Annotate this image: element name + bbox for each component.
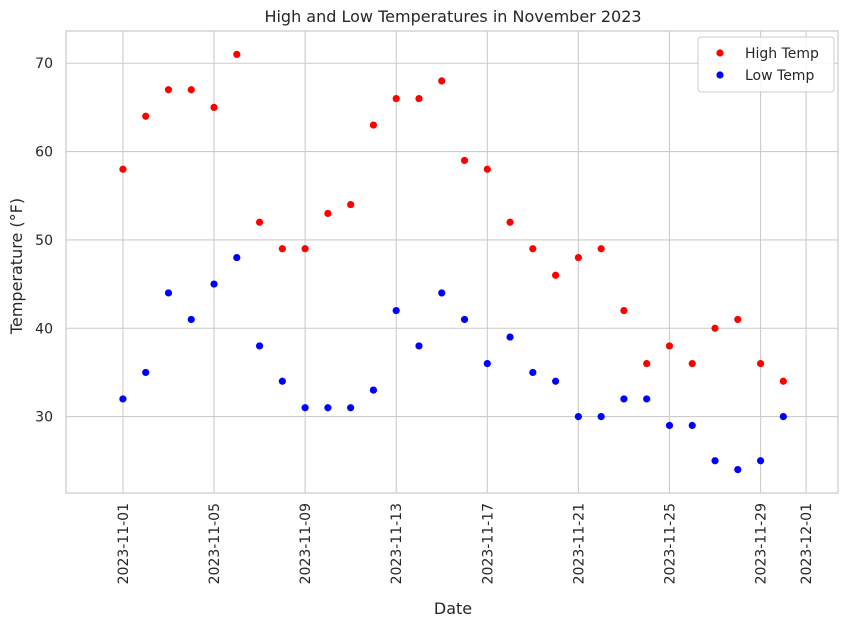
- data-point: [369, 386, 378, 394]
- data-point: [278, 377, 286, 385]
- data-point: [369, 121, 378, 129]
- data-point: [119, 165, 127, 173]
- y-tick-labels: 30 40 50 60 70: [35, 56, 53, 425]
- data-point: [574, 412, 582, 421]
- x-tick-label: 2023-11-17: [480, 503, 496, 584]
- data-point: [142, 112, 150, 120]
- data-point: [415, 342, 423, 350]
- data-point: [506, 218, 514, 226]
- legend-label-high-temp: High Temp: [745, 46, 819, 62]
- data-point: [529, 245, 537, 253]
- x-tick-label: 2023-11-05: [207, 503, 223, 584]
- data-point: [142, 368, 150, 377]
- y-tick-label: 70: [35, 56, 53, 72]
- data-point: [529, 368, 537, 377]
- data-point: [460, 315, 469, 324]
- x-axis-label: Date: [434, 599, 472, 618]
- x-tick-label: 2023-11-25: [662, 503, 678, 584]
- x-tick-label: 2023-11-13: [389, 503, 405, 584]
- data-point: [574, 253, 582, 262]
- data-point: [779, 377, 787, 385]
- data-point: [756, 359, 765, 368]
- x-tick-label: 2023-12-01: [799, 503, 815, 584]
- data-point: [552, 271, 560, 279]
- data-point: [438, 289, 446, 297]
- data-point: [597, 245, 605, 253]
- data-point: [438, 77, 446, 85]
- data-point: [301, 404, 309, 412]
- data-point: [597, 412, 605, 421]
- data-point: [460, 156, 469, 165]
- data-point: [164, 289, 173, 297]
- y-tick-label: 40: [35, 321, 53, 337]
- chart-title: High and Low Temperatures in November 20…: [264, 7, 641, 26]
- data-point: [324, 404, 332, 412]
- data-points: [119, 50, 787, 474]
- y-axis-label: Temperature (°F): [7, 198, 26, 335]
- data-point: [324, 209, 332, 218]
- data-point: [688, 359, 696, 368]
- data-point: [210, 103, 218, 112]
- data-point: [620, 306, 628, 315]
- data-point: [734, 465, 742, 474]
- data-point: [711, 324, 719, 332]
- data-point: [187, 315, 195, 324]
- legend-box: [697, 36, 835, 93]
- data-point: [506, 333, 514, 341]
- x-tick-label: 2023-11-09: [298, 503, 314, 584]
- y-tick-label: 30: [35, 410, 53, 426]
- series-high-temp: [119, 50, 787, 385]
- data-point: [164, 86, 173, 94]
- x-tick-label: 2023-11-21: [571, 503, 587, 584]
- x-tick-labels: 2023-11-01 2023-11-05 2023-11-09 2023-11-13…: [116, 503, 815, 584]
- data-point: [255, 218, 264, 226]
- legend: High Temp Low Temp: [697, 36, 835, 93]
- data-point: [643, 395, 651, 403]
- data-point: [392, 306, 400, 315]
- data-point: [620, 395, 628, 403]
- data-point: [233, 253, 241, 262]
- plot-area: [66, 31, 838, 493]
- data-point: [347, 200, 355, 209]
- y-tick-label: 60: [35, 145, 53, 161]
- y-tick-label: 50: [35, 233, 53, 249]
- data-point: [711, 457, 719, 465]
- data-point: [734, 315, 742, 324]
- data-point: [779, 412, 787, 421]
- legend-label-low-temp: Low Temp: [745, 68, 814, 84]
- data-point: [756, 457, 765, 465]
- series-low-temp: [119, 253, 787, 474]
- data-point: [187, 86, 195, 94]
- x-tick-label: 2023-11-01: [116, 503, 132, 584]
- data-point: [392, 94, 400, 103]
- legend-marker-low-temp: [716, 71, 724, 79]
- data-point: [415, 94, 423, 103]
- data-point: [210, 280, 218, 288]
- data-point: [301, 245, 309, 253]
- data-point: [119, 395, 127, 403]
- data-point: [552, 377, 560, 385]
- data-point: [347, 404, 355, 412]
- data-point: [483, 165, 491, 173]
- data-point: [643, 359, 651, 368]
- data-point: [688, 421, 696, 430]
- data-point: [255, 342, 264, 350]
- data-point: [278, 245, 286, 253]
- legend-marker-high-temp: [716, 49, 724, 57]
- x-tick-label: 2023-11-29: [754, 503, 770, 584]
- data-point: [233, 50, 241, 59]
- data-point: [483, 359, 491, 368]
- data-point: [665, 342, 674, 350]
- data-point: [665, 421, 674, 430]
- plot-frame: [65, 30, 839, 494]
